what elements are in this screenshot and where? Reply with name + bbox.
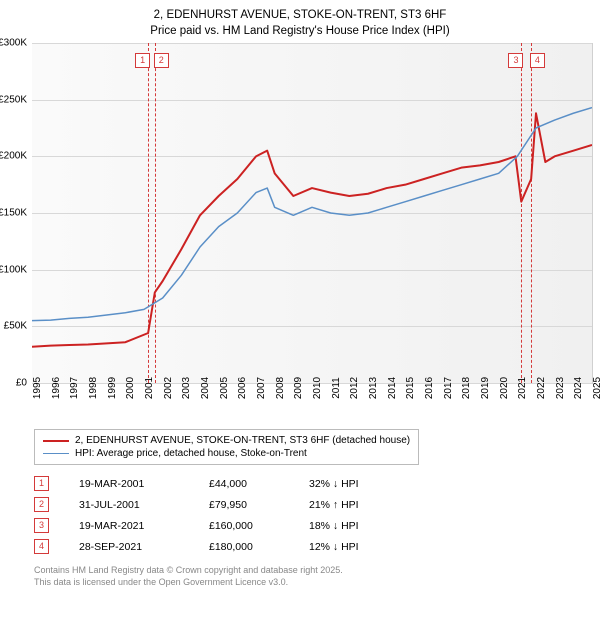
- y-tick-label: £50K: [4, 321, 27, 332]
- event-row: 231-JUL-2001£79,95021% ↑ HPI: [34, 494, 600, 515]
- title-line-2: Price paid vs. HM Land Registry's House …: [0, 24, 600, 40]
- y-tick-label: £300K: [0, 38, 27, 49]
- title-line-1: 2, EDENHURST AVENUE, STOKE-ON-TRENT, ST3…: [0, 8, 600, 24]
- legend-item: HPI: Average price, detached house, Stok…: [43, 447, 410, 460]
- event-price: £180,000: [209, 541, 309, 553]
- legend-swatch: [43, 453, 69, 454]
- chart-area: £0£50K£100K£150K£200K£250K£300K 19951996…: [32, 43, 592, 423]
- series-property: [32, 113, 592, 346]
- event-num: 3: [34, 518, 49, 533]
- footer-line-2: This data is licensed under the Open Gov…: [34, 577, 600, 589]
- event-diff: 12% ↓ HPI: [309, 541, 359, 553]
- y-tick-label: £200K: [0, 151, 27, 162]
- event-row: 319-MAR-2021£160,00018% ↓ HPI: [34, 515, 600, 536]
- chart-title: 2, EDENHURST AVENUE, STOKE-ON-TRENT, ST3…: [0, 0, 600, 43]
- chart-container: 2, EDENHURST AVENUE, STOKE-ON-TRENT, ST3…: [0, 0, 600, 620]
- event-marker: 4: [530, 53, 545, 68]
- legend-label: HPI: Average price, detached house, Stok…: [75, 448, 307, 459]
- event-marker: 1: [135, 53, 150, 68]
- legend: 2, EDENHURST AVENUE, STOKE-ON-TRENT, ST3…: [34, 429, 419, 465]
- line-series: [32, 43, 592, 383]
- y-tick-label: £250K: [0, 94, 27, 105]
- event-price: £44,000: [209, 478, 309, 490]
- event-date: 28-SEP-2021: [49, 541, 209, 553]
- footer-attribution: Contains HM Land Registry data © Crown c…: [34, 565, 600, 588]
- event-marker: 3: [508, 53, 523, 68]
- event-num: 2: [34, 497, 49, 512]
- series-hpi: [32, 108, 592, 321]
- footer-line-1: Contains HM Land Registry data © Crown c…: [34, 565, 600, 577]
- y-tick-label: £100K: [0, 264, 27, 275]
- legend-item: 2, EDENHURST AVENUE, STOKE-ON-TRENT, ST3…: [43, 434, 410, 447]
- event-price: £79,950: [209, 499, 309, 511]
- event-date: 31-JUL-2001: [49, 499, 209, 511]
- x-tick-label: 2025: [592, 377, 600, 399]
- legend-swatch: [43, 440, 69, 442]
- event-diff: 18% ↓ HPI: [309, 520, 359, 532]
- y-tick-label: £150K: [0, 208, 27, 219]
- event-price: £160,000: [209, 520, 309, 532]
- event-date: 19-MAR-2001: [49, 478, 209, 490]
- event-diff: 21% ↑ HPI: [309, 499, 359, 511]
- y-tick-label: £0: [16, 378, 27, 389]
- event-diff: 32% ↓ HPI: [309, 478, 359, 490]
- event-num: 1: [34, 476, 49, 491]
- event-row: 428-SEP-2021£180,00012% ↓ HPI: [34, 536, 600, 557]
- event-date: 19-MAR-2021: [49, 520, 209, 532]
- event-marker: 2: [154, 53, 169, 68]
- event-row: 119-MAR-2001£44,00032% ↓ HPI: [34, 473, 600, 494]
- legend-label: 2, EDENHURST AVENUE, STOKE-ON-TRENT, ST3…: [75, 435, 410, 446]
- event-table: 119-MAR-2001£44,00032% ↓ HPI231-JUL-2001…: [34, 473, 600, 557]
- event-num: 4: [34, 539, 49, 554]
